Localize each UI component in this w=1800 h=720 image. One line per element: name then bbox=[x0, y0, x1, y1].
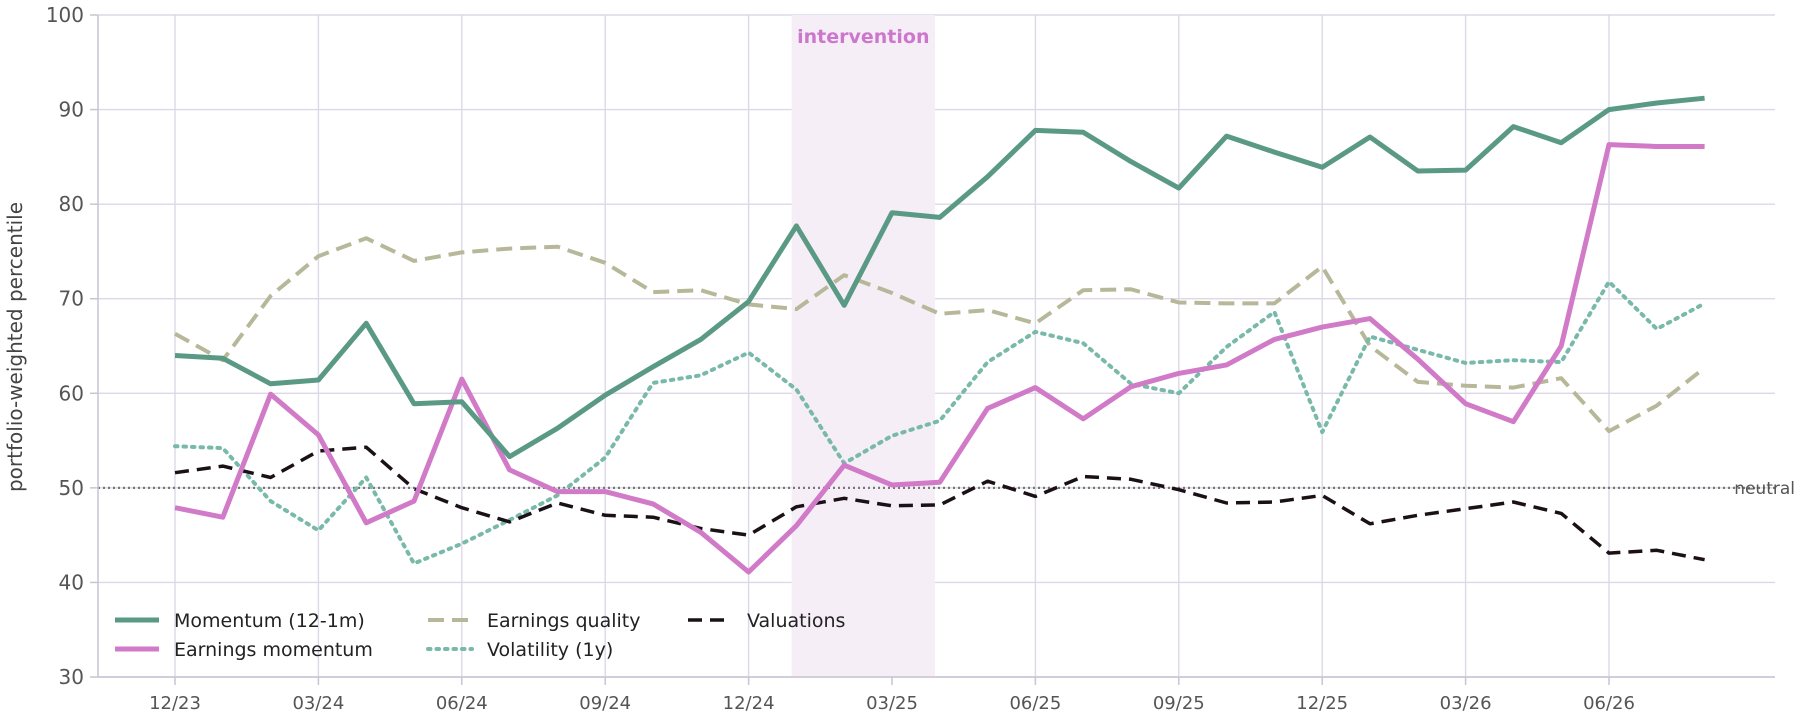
legend: Momentum (12-1m) Earnings momentum Earning… bbox=[115, 610, 845, 661]
legend-item: Momentum (12-1m) bbox=[115, 610, 365, 632]
legend-label: Volatility (1y) bbox=[487, 639, 613, 661]
legend-item: Volatility (1y) bbox=[426, 639, 613, 661]
axes bbox=[97, 15, 1775, 678]
legend-item: Earnings quality bbox=[428, 610, 640, 632]
grid-lines bbox=[98, 14, 1775, 678]
intervention-band: intervention bbox=[791, 15, 936, 677]
series-line-earnings-momentum bbox=[174, 142, 1705, 575]
x-tick-label: 12/25 bbox=[1296, 693, 1348, 714]
x-tick-label: 06/25 bbox=[1009, 693, 1061, 714]
y-tick-label: 50 bbox=[59, 476, 84, 500]
x-tick-label: 03/26 bbox=[1440, 693, 1492, 714]
x-tick-label: 06/24 bbox=[436, 693, 488, 714]
series-line-volatility-1y bbox=[173, 279, 1707, 566]
x-tick-label: 03/25 bbox=[866, 693, 918, 714]
y-tick-label: 80 bbox=[59, 192, 84, 216]
y-axis-label: portfolio-weighted percentile bbox=[3, 202, 27, 492]
intervention-label: intervention bbox=[797, 26, 929, 48]
x-tick-label: 12/24 bbox=[723, 693, 775, 714]
x-tick-label: 06/26 bbox=[1583, 693, 1635, 714]
y-tick-label: 40 bbox=[59, 570, 84, 594]
neutral-label: neutral bbox=[1734, 479, 1795, 499]
y-tick-label: 30 bbox=[59, 665, 84, 689]
legend-label: Valuations bbox=[747, 610, 845, 632]
series-line-valuations bbox=[174, 445, 1705, 562]
legend-label: Earnings quality bbox=[487, 610, 640, 632]
y-tick-label: 90 bbox=[59, 98, 84, 122]
y-tick-label: 60 bbox=[59, 381, 84, 405]
legend-item: Valuations bbox=[688, 610, 845, 632]
x-tick-label: 09/25 bbox=[1153, 693, 1205, 714]
x-tick-label: 09/24 bbox=[579, 693, 631, 714]
legend-label: Earnings momentum bbox=[174, 639, 373, 661]
y-tick-label: 100 bbox=[46, 3, 84, 27]
x-axis-ticks: 12/23 03/24 06/24 09/24 12/24 03/25 06/25 09/25… bbox=[149, 677, 1635, 714]
x-tick-label: 12/23 bbox=[149, 693, 201, 714]
legend-item: Earnings momentum bbox=[115, 639, 373, 661]
legend-label: Momentum (12-1m) bbox=[174, 610, 365, 632]
intervention-shading bbox=[791, 15, 936, 677]
series-line-momentum-12-1m bbox=[174, 95, 1705, 460]
series-lines bbox=[173, 95, 1707, 575]
y-tick-label: 70 bbox=[59, 287, 84, 311]
x-tick-label: 03/24 bbox=[292, 693, 344, 714]
neutral-reference-line: neutral bbox=[98, 479, 1795, 499]
series-line-earnings-quality bbox=[174, 236, 1706, 434]
y-axis-ticks: 30 40 50 60 70 80 90 100 bbox=[46, 3, 98, 689]
